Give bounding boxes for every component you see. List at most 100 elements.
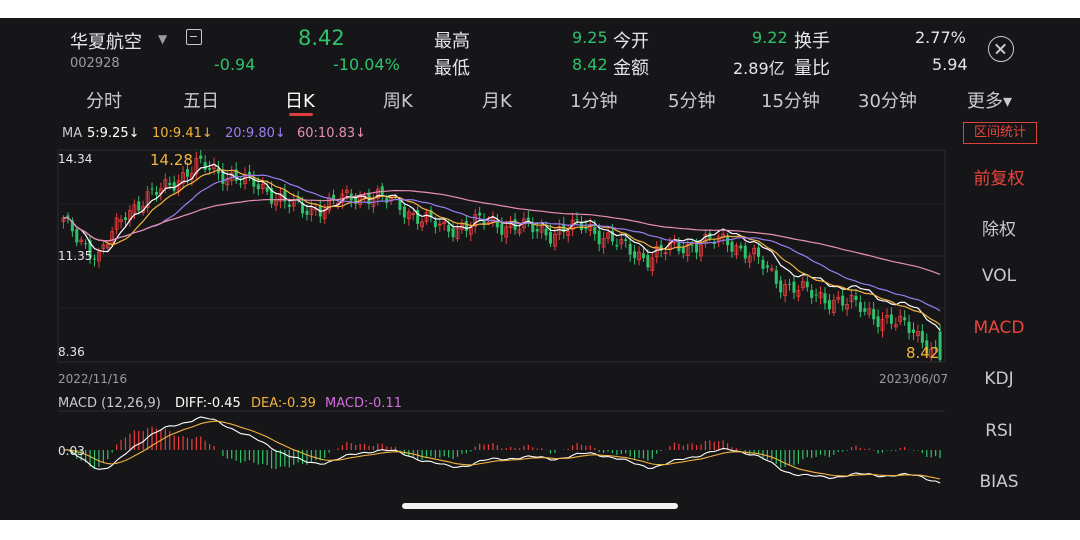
macd-dea-value: DEA:-0.39: [251, 396, 316, 411]
candle-body: [690, 244, 694, 246]
candle-body: [455, 227, 460, 240]
candle-body: [880, 318, 885, 331]
candle-body: [137, 201, 141, 211]
price-axis-top: 14.34: [58, 152, 93, 166]
close-icon: [989, 37, 1012, 60]
tab-monthly-k[interactable]: 月K: [482, 91, 512, 112]
candle-body: [181, 172, 185, 184]
home-indicator[interactable]: [402, 503, 678, 509]
candle-body: [619, 239, 624, 245]
candle-body: [734, 245, 739, 255]
ma60-legend: 60:10.83↓: [297, 126, 367, 141]
tab-intraday[interactable]: 分时: [86, 91, 122, 112]
candle-body: [380, 186, 384, 195]
candle-body: [385, 198, 389, 203]
side-kdj[interactable]: KDJ: [984, 369, 1014, 389]
minimize-icon[interactable]: [186, 29, 202, 45]
candle-body: [535, 229, 539, 232]
stock-dropdown-icon[interactable]: ▼: [158, 32, 168, 46]
price-change-pct: -10.04%: [333, 55, 400, 74]
side-ex-rights[interactable]: 除权: [982, 220, 1016, 240]
close-button[interactable]: [988, 36, 1014, 62]
candle-body: [256, 184, 260, 190]
tab-1min[interactable]: 1分钟: [570, 91, 618, 112]
side-vol[interactable]: VOL: [981, 266, 1017, 286]
candle-body: [265, 187, 269, 192]
candle-body: [132, 204, 137, 214]
candle-body: [344, 189, 349, 193]
candle-body: [654, 246, 659, 258]
candle-body: [234, 169, 238, 181]
candle-body: [761, 259, 765, 269]
stock-chart-screen: 华夏航空 ▼ 002928 8.42 -0.94 -10.04% 最高 9.25…: [0, 18, 1080, 520]
tab-five-day[interactable]: 五日: [183, 91, 219, 112]
candle-body: [792, 281, 796, 293]
candle-body: [903, 317, 907, 321]
candle-body: [788, 283, 792, 285]
candle-body: [504, 226, 509, 238]
side-bias[interactable]: BIAS: [979, 472, 1019, 492]
active-tab-indicator: [289, 113, 313, 116]
candle-body: [154, 192, 158, 195]
candle-body: [597, 230, 601, 245]
candle-body: [406, 211, 411, 220]
candle-body: [70, 220, 74, 232]
stock-code: 002928: [70, 56, 120, 71]
candle-body: [779, 280, 783, 293]
candle-body: [721, 233, 726, 238]
candle-body: [500, 223, 504, 235]
ma10-line: [63, 169, 941, 326]
candle-body: [442, 221, 447, 225]
candle-body: [168, 183, 172, 186]
candle-body: [579, 222, 583, 231]
candle-body: [916, 331, 920, 337]
candle-body: [624, 239, 628, 242]
candle-body: [845, 304, 850, 310]
candle-body: [615, 245, 619, 247]
tab-5min[interactable]: 5分钟: [668, 91, 716, 112]
candle-body: [628, 243, 632, 255]
candle-body: [539, 226, 544, 233]
candle-body: [517, 228, 522, 234]
tab-daily-k[interactable]: 日K: [285, 91, 315, 112]
stock-name[interactable]: 华夏航空: [70, 32, 142, 53]
candle-body: [185, 169, 189, 177]
candle-body: [79, 239, 84, 243]
candle-body: [252, 177, 256, 187]
candle-body: [606, 232, 610, 239]
candle-body: [650, 257, 655, 272]
macd-diff-line: [63, 416, 941, 484]
candle-body: [216, 168, 220, 174]
turnover-value: 2.77%: [915, 28, 966, 47]
range-stats-button[interactable]: 区间统计: [963, 122, 1037, 144]
candle-body: [260, 183, 265, 189]
candle-body: [818, 292, 823, 298]
tab-30min[interactable]: 30分钟: [858, 91, 917, 112]
candle-body: [831, 300, 836, 314]
side-macd[interactable]: MACD: [973, 318, 1025, 338]
candle-body: [752, 247, 757, 255]
candle-body: [769, 268, 774, 271]
candle-body: [739, 245, 743, 249]
side-forward-adjusted[interactable]: 前复权: [973, 169, 1025, 189]
candle-body: [774, 270, 778, 284]
candle-body: [814, 294, 818, 296]
candle-body: [610, 230, 614, 242]
chart-canvas[interactable]: [0, 18, 1080, 520]
date-axis-start: 2022/11/16: [58, 372, 128, 386]
candle-body: [398, 199, 402, 210]
side-rsi[interactable]: RSI: [985, 421, 1013, 441]
candle-body: [322, 208, 327, 219]
candle-body: [110, 231, 115, 245]
candle-body: [208, 167, 212, 170]
candle-body: [464, 220, 468, 231]
candle-body: [823, 293, 827, 304]
candle-body: [548, 231, 552, 244]
candle-body: [513, 219, 517, 230]
candle-body: [827, 300, 831, 310]
candle-body: [92, 258, 96, 260]
tab-15min[interactable]: 15分钟: [761, 91, 820, 112]
tab-weekly-k[interactable]: 周K: [383, 91, 413, 112]
candle-body: [114, 217, 119, 230]
tab-more[interactable]: 更多▾: [967, 91, 1013, 112]
